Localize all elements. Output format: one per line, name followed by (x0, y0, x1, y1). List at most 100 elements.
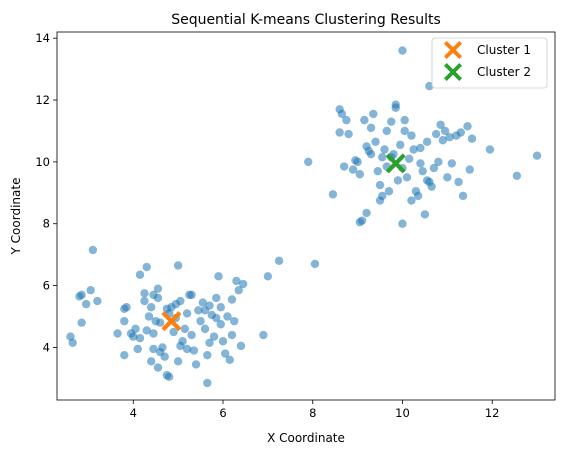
data-point (423, 176, 431, 184)
data-point (369, 110, 377, 118)
data-point (398, 220, 406, 228)
data-point (187, 331, 195, 339)
data-point (362, 209, 370, 217)
data-point (228, 295, 236, 303)
data-point (201, 306, 209, 314)
y-tick-label: 10 (35, 155, 50, 169)
data-point (311, 260, 319, 268)
legend-label-cluster-1: Cluster 1 (477, 43, 531, 57)
data-point (230, 317, 238, 325)
data-point (264, 272, 272, 280)
data-point (342, 116, 350, 124)
data-point (513, 172, 521, 180)
data-point (376, 181, 384, 189)
data-point (385, 187, 393, 195)
data-point (120, 317, 128, 325)
data-point (360, 116, 368, 124)
data-point (275, 257, 283, 265)
data-point (423, 138, 431, 146)
data-point (214, 272, 222, 280)
data-point (367, 124, 375, 132)
data-point (165, 373, 173, 381)
data-point (418, 167, 426, 175)
data-point (152, 317, 160, 325)
data-point (421, 210, 429, 218)
y-tick-label: 8 (43, 217, 50, 231)
data-point (374, 167, 382, 175)
x-tick-label: 8 (309, 406, 316, 420)
data-point (136, 271, 144, 279)
data-point (443, 173, 451, 181)
data-point (217, 303, 225, 311)
data-point (82, 300, 90, 308)
data-point (140, 297, 148, 305)
data-point (396, 141, 404, 149)
data-point (93, 297, 101, 305)
data-point (407, 131, 415, 139)
data-point (219, 337, 227, 345)
data-point (147, 357, 155, 365)
data-point (344, 130, 352, 138)
data-point (183, 309, 191, 317)
data-point (228, 331, 236, 339)
y-tick-label: 4 (43, 340, 50, 354)
data-point (466, 165, 474, 173)
data-point (143, 326, 151, 334)
data-point (448, 159, 456, 167)
data-point (398, 46, 406, 54)
data-point (533, 152, 541, 160)
data-point (134, 345, 142, 353)
data-point (416, 144, 424, 152)
y-axis-label: Y Coordinate (9, 178, 23, 256)
data-point (358, 216, 366, 224)
data-point (454, 178, 462, 186)
x-tick-label: 6 (219, 406, 226, 420)
data-point (486, 145, 494, 153)
y-tick-label: 12 (35, 93, 50, 107)
data-point (237, 342, 245, 350)
x-tick-label: 10 (395, 406, 410, 420)
data-point (212, 314, 220, 322)
legend-label-cluster-2: Cluster 2 (477, 65, 531, 79)
chart-title: Sequential K-means Clustering Results (171, 12, 441, 28)
data-point (203, 379, 211, 387)
data-point (340, 162, 348, 170)
data-point (156, 348, 164, 356)
data-point (140, 289, 148, 297)
data-point (405, 155, 413, 163)
data-point (457, 128, 465, 136)
data-point (77, 291, 85, 299)
data-point (176, 297, 184, 305)
data-point (113, 329, 121, 337)
data-point (89, 246, 97, 254)
data-point (459, 192, 467, 200)
y-tick-label: 6 (43, 279, 50, 293)
data-point (414, 192, 422, 200)
data-point (147, 303, 155, 311)
data-point (401, 116, 409, 124)
data-point (178, 337, 186, 345)
data-point (392, 104, 400, 112)
x-tick-label: 4 (130, 406, 137, 420)
data-point (416, 159, 424, 167)
data-point (335, 128, 343, 136)
data-point (122, 303, 130, 311)
data-point (77, 318, 85, 326)
data-point (239, 280, 247, 288)
data-point (304, 158, 312, 166)
data-point (378, 153, 386, 161)
data-point (183, 345, 191, 353)
data-point (174, 261, 182, 269)
data-point (192, 360, 200, 368)
x-tick-label: 12 (485, 406, 500, 420)
data-point (143, 263, 151, 271)
data-point (187, 291, 195, 299)
data-point (367, 150, 375, 158)
legend: Cluster 1 Cluster 2 (432, 38, 547, 88)
data-point (468, 134, 476, 142)
data-point (356, 170, 364, 178)
data-point (329, 190, 337, 198)
data-point (154, 294, 162, 302)
data-point (432, 130, 440, 138)
